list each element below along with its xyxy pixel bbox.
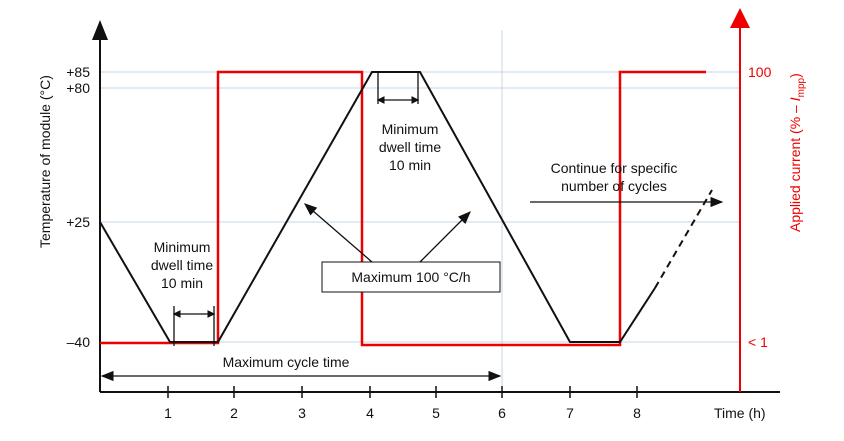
label-text: Applied current (% –: [787, 101, 803, 232]
x-tick-label: 4: [366, 405, 374, 421]
annotation: Minimum: [154, 239, 211, 255]
label-close: ): [787, 73, 803, 78]
annotation: 10 min: [389, 157, 431, 173]
label-symbol: I: [787, 97, 803, 101]
annotation: number of cycles: [561, 178, 667, 194]
y-tick-label: +25: [66, 214, 90, 230]
x-tick-label: 5: [432, 405, 440, 421]
x-axis-label: Time (h): [714, 405, 766, 421]
x-tick-label: 6: [498, 405, 506, 421]
x-tick-label: 1: [164, 405, 172, 421]
temperature-profile: [99, 71, 656, 343]
y-ticks: +85 +80 +25 –40: [66, 64, 90, 350]
x-ticks: 1 2 3 4 5 6 7 8: [164, 405, 641, 421]
y-tick-label: +80: [66, 80, 90, 96]
arrows: [100, 72, 724, 382]
label-subscript: mpp: [796, 77, 807, 97]
right-tick-label: 100: [748, 64, 772, 80]
annotation: dwell time: [379, 139, 441, 155]
y-tick-label: –40: [67, 334, 91, 350]
ramp-box: [321, 261, 501, 293]
annotation: 10 min: [161, 275, 203, 291]
annotation: Maximum cycle time: [223, 354, 350, 370]
annotation: dwell time: [151, 257, 213, 273]
right-axis-label: Applied current (% – Impp): [787, 73, 807, 232]
x-tick-label: 2: [230, 405, 238, 421]
annotation: Continue for specific: [551, 160, 678, 176]
grid: [100, 30, 740, 392]
y-tick-label: +85: [66, 64, 90, 80]
axes: [92, 8, 780, 398]
current-profile: [100, 70, 706, 347]
annotation: Maximum 100 °C/h: [351, 269, 470, 285]
y-axis-label: Temperature of module (°C): [37, 75, 53, 248]
annotation: Minimum: [382, 121, 439, 137]
x-tick-label: 8: [633, 405, 641, 421]
x-tick-label: 7: [566, 405, 574, 421]
dwell-left: Minimum dwell time 10 min: [151, 239, 213, 291]
dwell-top: Minimum dwell time 10 min: [379, 121, 441, 173]
x-tick-label: 3: [298, 405, 306, 421]
right-tick-label: < 1: [748, 334, 768, 350]
temperature-continuation: [654, 189, 713, 289]
